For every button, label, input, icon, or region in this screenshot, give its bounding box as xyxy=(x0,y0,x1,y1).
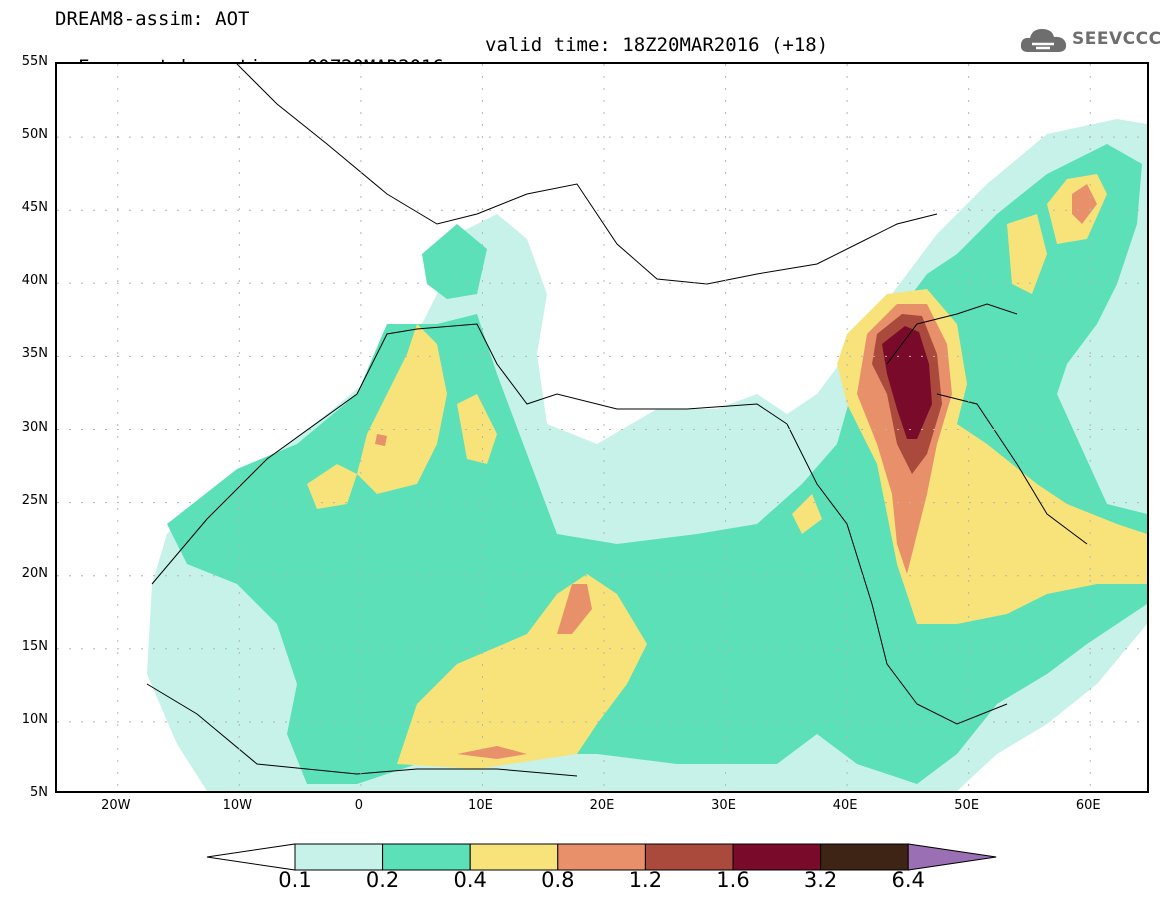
lon-tick-label: 20W xyxy=(101,798,131,813)
lat-tick-label: 20N xyxy=(21,565,48,581)
lon-tick-label: 40E xyxy=(832,798,858,813)
colorbar-level-label: 6.4 xyxy=(891,868,925,892)
lat-tick-label: 25N xyxy=(21,492,48,508)
lat-tick-label: 35N xyxy=(21,346,48,362)
seevccc-logo: SEEVCCC xyxy=(1018,24,1161,58)
aot-map xyxy=(57,64,1147,791)
lon-tick-label: 10W xyxy=(222,798,253,813)
colorbar-arrow-high xyxy=(907,843,997,871)
colorbar-segment xyxy=(557,843,646,871)
valid-time: valid time: 18Z20MAR2016 (+18) xyxy=(485,34,829,56)
colorbar-segment xyxy=(644,843,734,871)
colorbar-segment xyxy=(382,843,471,871)
logo-text: SEEVCCC xyxy=(1072,29,1162,49)
colorbar xyxy=(206,843,997,871)
lat-tick-label: 10N xyxy=(21,711,48,727)
colorbar-level-label: 1.2 xyxy=(628,868,663,892)
colorbar-level-label: 0.4 xyxy=(453,868,487,892)
lon-tick-label: 20E xyxy=(589,798,615,813)
lon-tick-label: 60E xyxy=(1075,798,1101,813)
coastlines xyxy=(146,64,1088,777)
colorbar-segment xyxy=(294,843,384,871)
lon-tick-label: 0 xyxy=(354,798,364,813)
colorbar-segment xyxy=(732,843,822,871)
lon-tick-label: 50E xyxy=(954,798,980,813)
colorbar-level-label: 3.2 xyxy=(803,868,838,892)
lat-tick-label: 55N xyxy=(21,54,48,69)
lat-tick-label: 50N xyxy=(21,127,48,143)
lon-tick-label: 10E xyxy=(468,798,493,813)
graticule xyxy=(57,64,1147,791)
colorbar-segment xyxy=(820,843,909,871)
colorbar-arrow-low xyxy=(206,843,296,871)
colorbar-level-label: 0.8 xyxy=(541,868,575,892)
lat-tick-label: 15N xyxy=(21,638,48,654)
title-line-1: DREAM8-assim: AOT xyxy=(55,8,250,30)
lat-tick-label: 5N xyxy=(30,785,48,800)
lat-tick-label: 30N xyxy=(21,419,48,435)
cloud-icon xyxy=(1020,29,1067,52)
colorbar-level-label: 1.6 xyxy=(716,868,750,892)
lat-tick-label: 45N xyxy=(21,200,48,216)
map-panel xyxy=(55,62,1149,793)
colorbar-level-label: 0.1 xyxy=(278,868,312,892)
lat-tick-label: 40N xyxy=(21,273,48,289)
contour-0-2 xyxy=(167,144,1147,784)
colorbar-segment xyxy=(469,843,559,871)
colorbar-level-label: 0.2 xyxy=(365,868,400,892)
lon-tick-label: 30E xyxy=(711,798,736,813)
